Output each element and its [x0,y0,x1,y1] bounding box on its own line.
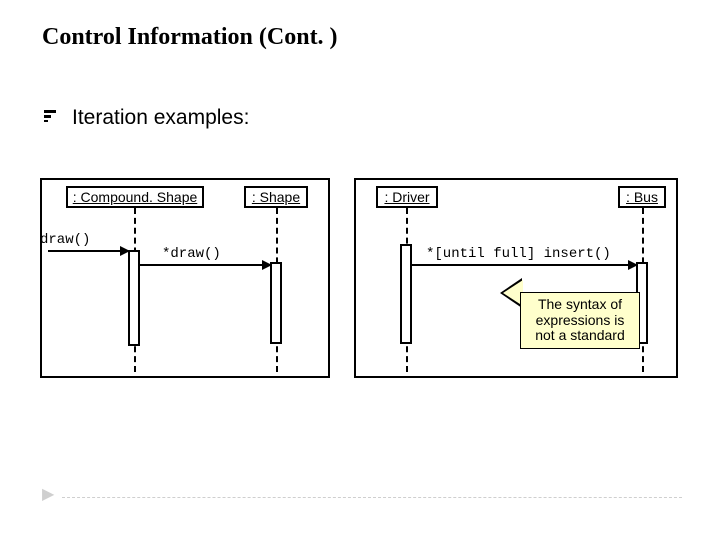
message-arrow [412,264,636,266]
activation-bar [128,250,140,346]
message-label: *draw() [162,246,221,262]
message-arrow [140,264,270,266]
participant-box: : Compound. Shape [66,186,204,208]
note-line: The syntax of [527,297,633,313]
participant-box: : Bus [618,186,666,208]
callout-note: The syntax of expressions is not a stand… [520,292,640,349]
slide-title: Control Information (Cont. ) [42,24,338,51]
note-line: not a standard [527,328,633,344]
footer-divider [62,497,682,498]
participant-box: : Shape [244,186,308,208]
message-arrow [48,250,128,252]
bullet-text: Iteration examples: [72,106,249,130]
message-label: draw() [40,232,90,248]
bullet-item: Iteration examples: [42,106,249,130]
footer-arrow-icon: ▶ [42,484,54,504]
bullet-icon [42,108,58,129]
message-label: *[until full] insert() [426,246,611,262]
sequence-diagram-right: *[until full] insert() : Driver : Bus Th… [354,178,678,378]
note-line: expressions is [527,313,633,329]
sequence-diagram-left: draw() *draw() : Compound. Shape : Shape [40,178,330,378]
activation-bar [400,244,412,344]
participant-box: : Driver [376,186,438,208]
activation-bar [270,262,282,344]
